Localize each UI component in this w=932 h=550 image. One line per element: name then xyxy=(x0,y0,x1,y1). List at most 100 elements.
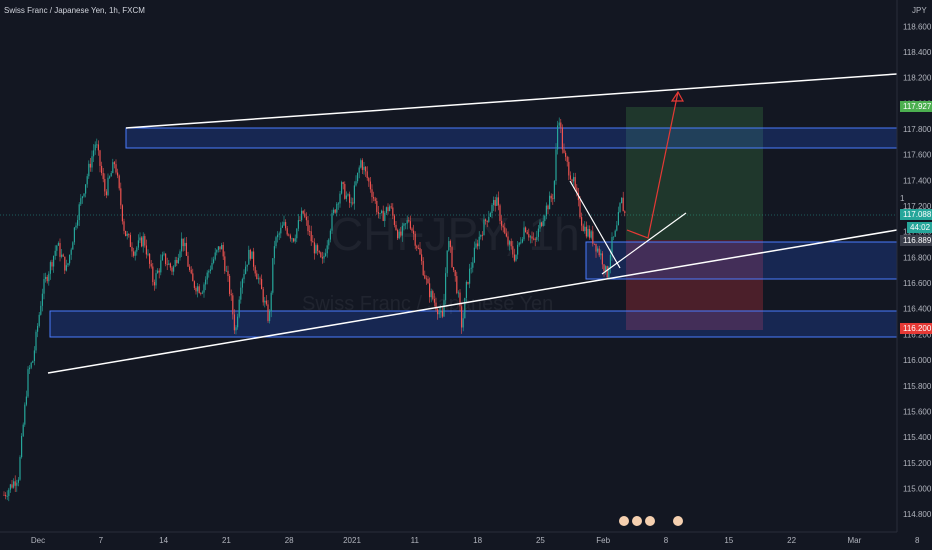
candle-body xyxy=(112,162,114,174)
candle-body xyxy=(461,306,463,328)
entry-price-label: 116.889 xyxy=(903,236,932,245)
y-tick-label: 116.000 xyxy=(903,356,932,365)
candle-body xyxy=(94,144,96,151)
candle-body xyxy=(365,166,367,172)
event-icon[interactable] xyxy=(632,516,642,526)
candle-body xyxy=(326,245,328,254)
candle-body xyxy=(310,231,312,242)
y-tick-label: 117.400 xyxy=(903,176,932,185)
upper-trendline[interactable] xyxy=(125,73,898,129)
candle-body xyxy=(555,149,557,181)
candle-body xyxy=(107,177,109,196)
support-zone[interactable] xyxy=(49,310,898,338)
candle-body xyxy=(213,259,215,263)
candle-body xyxy=(302,210,304,214)
candle-body xyxy=(600,253,602,256)
candle-body xyxy=(517,244,519,255)
stop-zone[interactable] xyxy=(626,240,763,330)
candle-body xyxy=(32,361,34,363)
candle-body xyxy=(387,207,389,212)
candle-body xyxy=(249,249,251,259)
resistance-zone[interactable] xyxy=(125,127,898,149)
candle-body xyxy=(595,243,597,252)
pattern-leg-down[interactable] xyxy=(569,180,621,269)
candle-body xyxy=(205,279,207,285)
candle-body xyxy=(536,236,538,240)
candle-body xyxy=(510,241,512,247)
candle-body xyxy=(291,238,293,240)
event-icon[interactable] xyxy=(645,516,655,526)
currency-label: JPY xyxy=(912,6,927,15)
price-axis[interactable] xyxy=(897,0,932,550)
candle-body xyxy=(323,255,325,259)
candle-body xyxy=(184,242,186,247)
x-tick-label: 18 xyxy=(473,536,482,545)
candle-body xyxy=(59,243,61,257)
candle-body xyxy=(341,182,343,194)
event-icon[interactable] xyxy=(619,516,629,526)
candle-body xyxy=(384,212,386,221)
y-tick-label: 116.600 xyxy=(903,279,932,288)
candle-body xyxy=(486,220,488,222)
candle-body xyxy=(499,205,501,221)
candle-body xyxy=(133,251,135,256)
candle-body xyxy=(70,249,72,255)
candle-body xyxy=(289,235,291,239)
candle-body xyxy=(342,182,344,185)
lower-trendline[interactable] xyxy=(47,229,898,374)
candle-body xyxy=(296,228,298,239)
candle-body xyxy=(46,276,48,282)
candle-body xyxy=(403,223,405,226)
candle-body xyxy=(457,292,459,294)
candle-body xyxy=(512,246,514,255)
candle-body xyxy=(30,362,32,368)
candle-body xyxy=(185,242,187,256)
candle-body xyxy=(105,191,107,196)
candle-body xyxy=(166,263,168,265)
x-tick-label: Feb xyxy=(596,536,610,545)
candle-body xyxy=(465,281,467,298)
candle-body xyxy=(443,300,445,317)
candle-body xyxy=(149,253,151,264)
candle-body xyxy=(217,246,219,250)
candle-body xyxy=(137,240,139,248)
candle-body xyxy=(485,219,487,221)
pattern-leg-up[interactable] xyxy=(601,212,687,275)
candle-body xyxy=(48,273,50,282)
candle-body xyxy=(91,156,93,168)
projection-arrow[interactable] xyxy=(626,91,679,239)
candle-body xyxy=(416,245,418,248)
candle-body xyxy=(85,184,87,194)
x-tick-label: 8 xyxy=(915,536,920,545)
candle-body xyxy=(464,297,466,319)
candle-body xyxy=(227,270,229,276)
candle-body xyxy=(507,236,509,245)
candle-body xyxy=(158,270,160,273)
candle-body xyxy=(605,266,607,272)
candle-body xyxy=(429,283,431,298)
candle-body xyxy=(515,254,517,261)
candle-body xyxy=(598,248,600,256)
event-markers[interactable] xyxy=(619,516,683,526)
candle-body xyxy=(168,263,170,265)
candle-body xyxy=(139,237,141,241)
target-zone[interactable] xyxy=(626,107,763,240)
y-tick-label: 117.600 xyxy=(903,151,932,160)
x-tick-label: 21 xyxy=(222,536,231,545)
candle-body xyxy=(153,282,155,286)
event-icon[interactable] xyxy=(673,516,683,526)
candle-body xyxy=(617,212,619,226)
candle-body xyxy=(126,233,128,236)
candle-body xyxy=(539,222,541,229)
candle-body xyxy=(313,242,315,254)
candle-body xyxy=(547,205,549,210)
candle-body xyxy=(419,248,421,255)
candle-body xyxy=(552,198,554,200)
entry-zone[interactable] xyxy=(585,241,898,280)
x-tick-label: 8 xyxy=(664,536,669,545)
candle-body xyxy=(518,242,520,245)
candle-body xyxy=(513,254,515,261)
candle-body xyxy=(142,236,144,247)
